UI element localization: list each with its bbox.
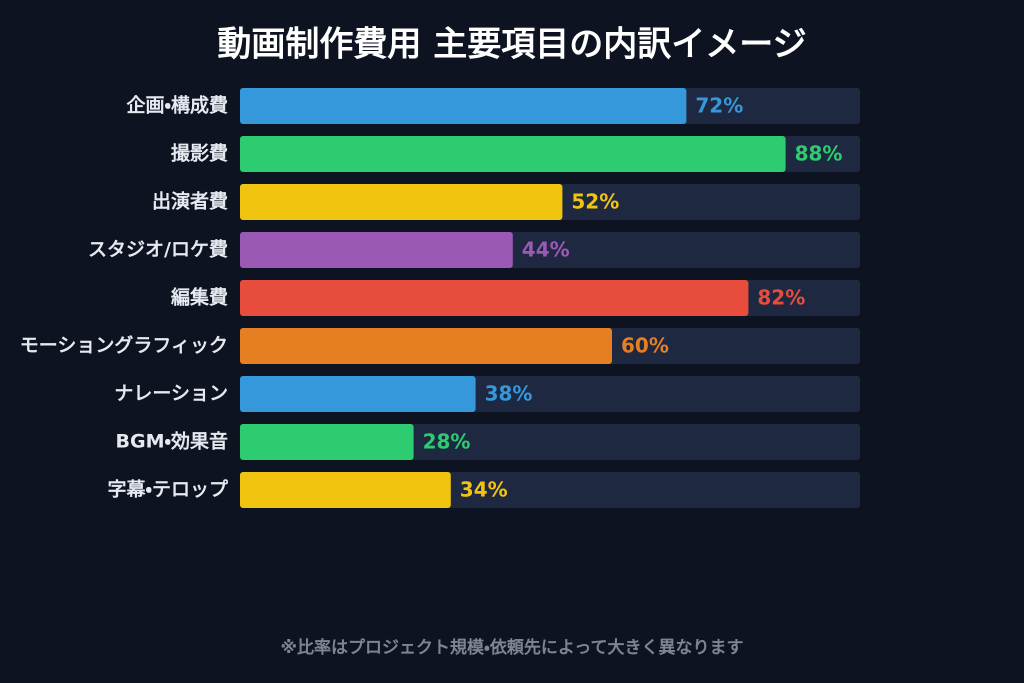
value-label: 88% xyxy=(795,142,843,166)
bar xyxy=(240,376,476,412)
category-label: 編集費 xyxy=(170,286,228,309)
bar xyxy=(240,424,414,460)
category-label: 企画・構成費 xyxy=(127,94,228,117)
bar xyxy=(240,184,563,220)
category-label: モーショングラフィック xyxy=(20,334,228,357)
value-label: 34% xyxy=(460,478,508,502)
value-label: 60% xyxy=(621,334,669,358)
chart-title: 動画制作費用 主要項目の内訳イメージ xyxy=(217,25,806,65)
category-label: 撮影費 xyxy=(171,142,228,165)
value-label: 82% xyxy=(757,286,805,310)
category-label: スタジオ/ロケ費 xyxy=(88,238,228,261)
bar xyxy=(240,88,687,124)
value-label: 28% xyxy=(423,430,471,454)
bar xyxy=(240,328,612,364)
category-label: BGM・効果音 xyxy=(116,430,228,453)
footnote: ※比率はプロジェクト規模・依頼先によって大きく異なります xyxy=(281,637,744,658)
value-label: 72% xyxy=(695,94,743,118)
value-label: 38% xyxy=(485,382,533,406)
category-label: ナレーション xyxy=(114,383,228,405)
value-label: 44% xyxy=(522,238,570,262)
bar xyxy=(240,280,749,316)
bar xyxy=(240,136,786,172)
category-label: 字幕・テロップ xyxy=(108,478,229,501)
value-label: 52% xyxy=(571,190,619,214)
category-label: 出演者費 xyxy=(152,190,228,213)
bar xyxy=(240,232,513,268)
bar xyxy=(240,472,451,508)
